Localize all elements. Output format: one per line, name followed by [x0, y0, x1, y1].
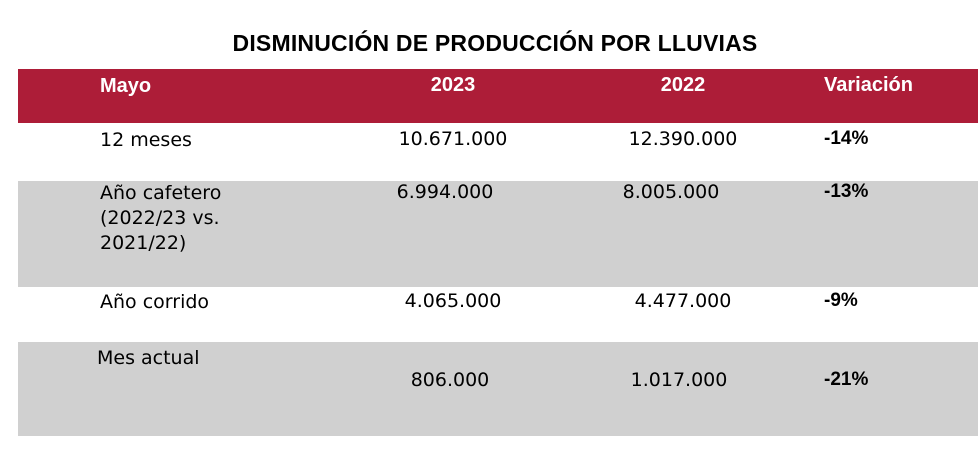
row-variation: -9%	[824, 290, 858, 311]
row-variation: -21%	[824, 369, 869, 390]
row-value-2023: 4.065.000	[404, 290, 502, 312]
row-value-2023: 10.671.000	[398, 128, 508, 150]
table-row: 12 meses 10.671.000 12.390.000 -14%	[18, 123, 978, 181]
row-label: 12 meses	[100, 129, 192, 151]
row-value-2022: 12.390.000	[628, 128, 738, 150]
row-value-2023: 6.994.000	[396, 181, 494, 203]
table-row: Año corrido 4.065.000 4.477.000 -9%	[18, 287, 978, 342]
table-row: Mes actual 806.000 1.017.000 -21%	[18, 342, 978, 436]
row-value-2022: 4.477.000	[634, 290, 732, 312]
row-label: Año corrido	[100, 291, 210, 313]
row-value-2022: 8.005.000	[622, 181, 720, 203]
page-title: DISMINUCIÓN DE PRODUCCIÓN POR LLUVIAS	[232, 30, 758, 56]
table-header-row: Mayo 2023 2022 Variación	[18, 69, 978, 123]
header-2022: 2022	[660, 74, 706, 96]
row-value-2022: 1.017.000	[630, 369, 728, 391]
production-table: Mayo 2023 2022 Variación 12 meses 10.671…	[18, 69, 978, 436]
table-row: Año cafetero (2022/23 vs. 2021/22) 6.994…	[18, 181, 978, 287]
header-variation: Variación	[824, 74, 913, 96]
row-variation: -14%	[824, 128, 869, 149]
row-label: Mes actual	[97, 347, 200, 369]
header-2023: 2023	[430, 74, 476, 96]
row-value-2023: 806.000	[410, 369, 490, 391]
row-label: Año cafetero (2022/23 vs. 2021/22)	[100, 182, 222, 254]
header-month: Mayo	[100, 75, 152, 97]
row-variation: -13%	[824, 181, 869, 202]
